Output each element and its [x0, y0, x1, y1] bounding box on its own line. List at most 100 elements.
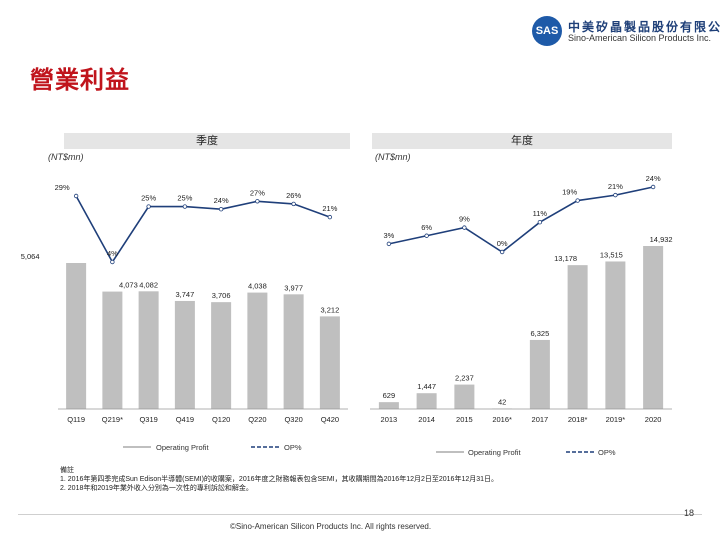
- op-percent-label: 26%: [286, 191, 301, 200]
- op-percent-label: 11%: [533, 209, 548, 218]
- quarterly-unit: (NT$mn): [48, 152, 84, 162]
- op-percent-label: 29%: [55, 183, 70, 192]
- x-tick-label: 2013: [381, 415, 398, 424]
- annual-legend-line-label: OP%: [598, 448, 616, 457]
- bar-label: 2,237: [455, 374, 474, 383]
- op-percent-label: 6%: [421, 223, 432, 232]
- x-tick-label: 2015: [456, 415, 473, 424]
- note-1: 1. 2016年第四季完成Sun Edison半導體(SEMI)的收購案，201…: [60, 476, 499, 483]
- company-logo: SAS: [532, 16, 562, 46]
- page-title: 營業利益: [30, 67, 130, 94]
- op-percent-label: 21%: [608, 182, 623, 191]
- notes: 備註 1. 2016年第四季完成Sun Edison半導體(SEMI)的收購案，…: [60, 466, 498, 493]
- x-tick-label: 2016*: [492, 415, 512, 424]
- op-percent-point: [73, 193, 79, 199]
- op-percent-point: [613, 192, 618, 198]
- bar-Q220: [247, 292, 268, 409]
- bar-2017: [529, 339, 550, 409]
- op-percent-label: 9%: [459, 215, 470, 224]
- op-percent-label: 21%: [322, 204, 337, 213]
- op-percent-label: 27%: [250, 188, 265, 197]
- note-2: 2. 2018年和2019年業外收入分別為一次性的專利訴訟和解金。: [60, 485, 253, 492]
- annual-unit: (NT$mn): [375, 152, 411, 162]
- bar-label: 6,325: [530, 329, 549, 338]
- bar-Q319: [138, 291, 159, 409]
- bar-Q420: [319, 316, 340, 409]
- copyright: ©Sino-American Silicon Products Inc. All…: [230, 522, 432, 531]
- op-percent-point: [182, 204, 188, 209]
- bar-label: 13,515: [600, 250, 623, 259]
- company-name-cn: 中美矽晶製品股份有限公司: [568, 20, 720, 34]
- op-percent-point: [291, 201, 296, 207]
- bar-label: 14,932: [650, 235, 673, 244]
- bar-label: 3,747: [175, 290, 194, 299]
- annual-section-header: 年度: [372, 133, 672, 149]
- x-tick-label: 2020: [645, 415, 662, 424]
- bar-2015: [454, 384, 475, 409]
- bar-label: 13,178: [554, 254, 577, 263]
- op-percent-point: [424, 233, 429, 238]
- op-percent-point: [255, 199, 260, 204]
- bar-Q119: [66, 263, 87, 409]
- op-percent-point: [146, 204, 151, 209]
- x-tick-label: 2014: [418, 415, 435, 424]
- x-tick-label: Q220: [248, 415, 266, 424]
- op-percent-point: [462, 225, 467, 230]
- op-percent-line: [75, 195, 331, 264]
- bar-label: 629: [383, 391, 396, 400]
- op-percent-label: 4%: [107, 249, 118, 258]
- x-tick-label: Q420: [321, 415, 339, 424]
- footer-divider: [18, 514, 702, 515]
- op-percent-label: 19%: [562, 188, 577, 197]
- x-tick-label: 2017: [532, 415, 549, 424]
- bar-Q419: [174, 300, 195, 409]
- x-tick-label: Q119: [67, 415, 85, 424]
- notes-heading: 備註: [60, 467, 74, 474]
- x-tick-label: Q419: [176, 415, 194, 424]
- op-percent-point: [218, 206, 224, 212]
- bar-label: 3,706: [212, 291, 231, 300]
- x-tick-label: Q319: [139, 415, 157, 424]
- x-tick-label: 2019*: [606, 415, 626, 424]
- op-percent-label: 0%: [497, 239, 508, 248]
- op-percent-point: [537, 220, 543, 225]
- op-percent-point: [499, 249, 505, 255]
- page-number: 18: [684, 508, 695, 518]
- x-tick-label: Q120: [212, 415, 230, 424]
- op-percent-label: 3%: [383, 231, 394, 240]
- x-tick-label: Q320: [284, 415, 302, 424]
- op-percent-label: 24%: [646, 174, 661, 183]
- annual-legend-bar-label: Operating Profit: [468, 448, 521, 457]
- op-percent-line: [388, 186, 654, 253]
- bar-Q219*: [102, 291, 123, 409]
- op-percent-point: [327, 214, 333, 220]
- quarterly-legend-line-label: OP%: [284, 443, 302, 452]
- bar-label: 1,447: [417, 382, 436, 391]
- bar-label: 4,082: [139, 280, 158, 289]
- op-percent-label: 25%: [141, 194, 156, 203]
- op-percent-point: [575, 198, 580, 203]
- quarterly-legend-bar-swatch: [123, 446, 151, 448]
- bar-2013: [378, 402, 399, 409]
- bar-label: 5,064: [21, 252, 40, 261]
- bar-label: 4,073: [119, 281, 138, 290]
- bar-2019*: [605, 261, 626, 409]
- annual-legend-bar-swatch: [436, 451, 464, 453]
- bar-Q120: [211, 302, 232, 409]
- bar-2018*: [567, 265, 588, 409]
- op-percent-label: 24%: [214, 196, 229, 205]
- bar-2014: [416, 393, 437, 409]
- bar-Q320: [283, 294, 304, 409]
- bar-label: 42: [498, 398, 506, 407]
- op-percent-point: [650, 184, 656, 190]
- op-percent-point: [110, 259, 115, 265]
- x-tick-label: 2018*: [568, 415, 588, 424]
- company-name-en: Sino-American Silicon Products Inc.: [568, 33, 712, 43]
- x-tick-label: Q219*: [102, 415, 123, 424]
- op-percent-point: [386, 241, 392, 247]
- quarterly-legend-bar-label: Operating Profit: [156, 443, 209, 452]
- quarterly-section-header: 季度: [64, 133, 350, 149]
